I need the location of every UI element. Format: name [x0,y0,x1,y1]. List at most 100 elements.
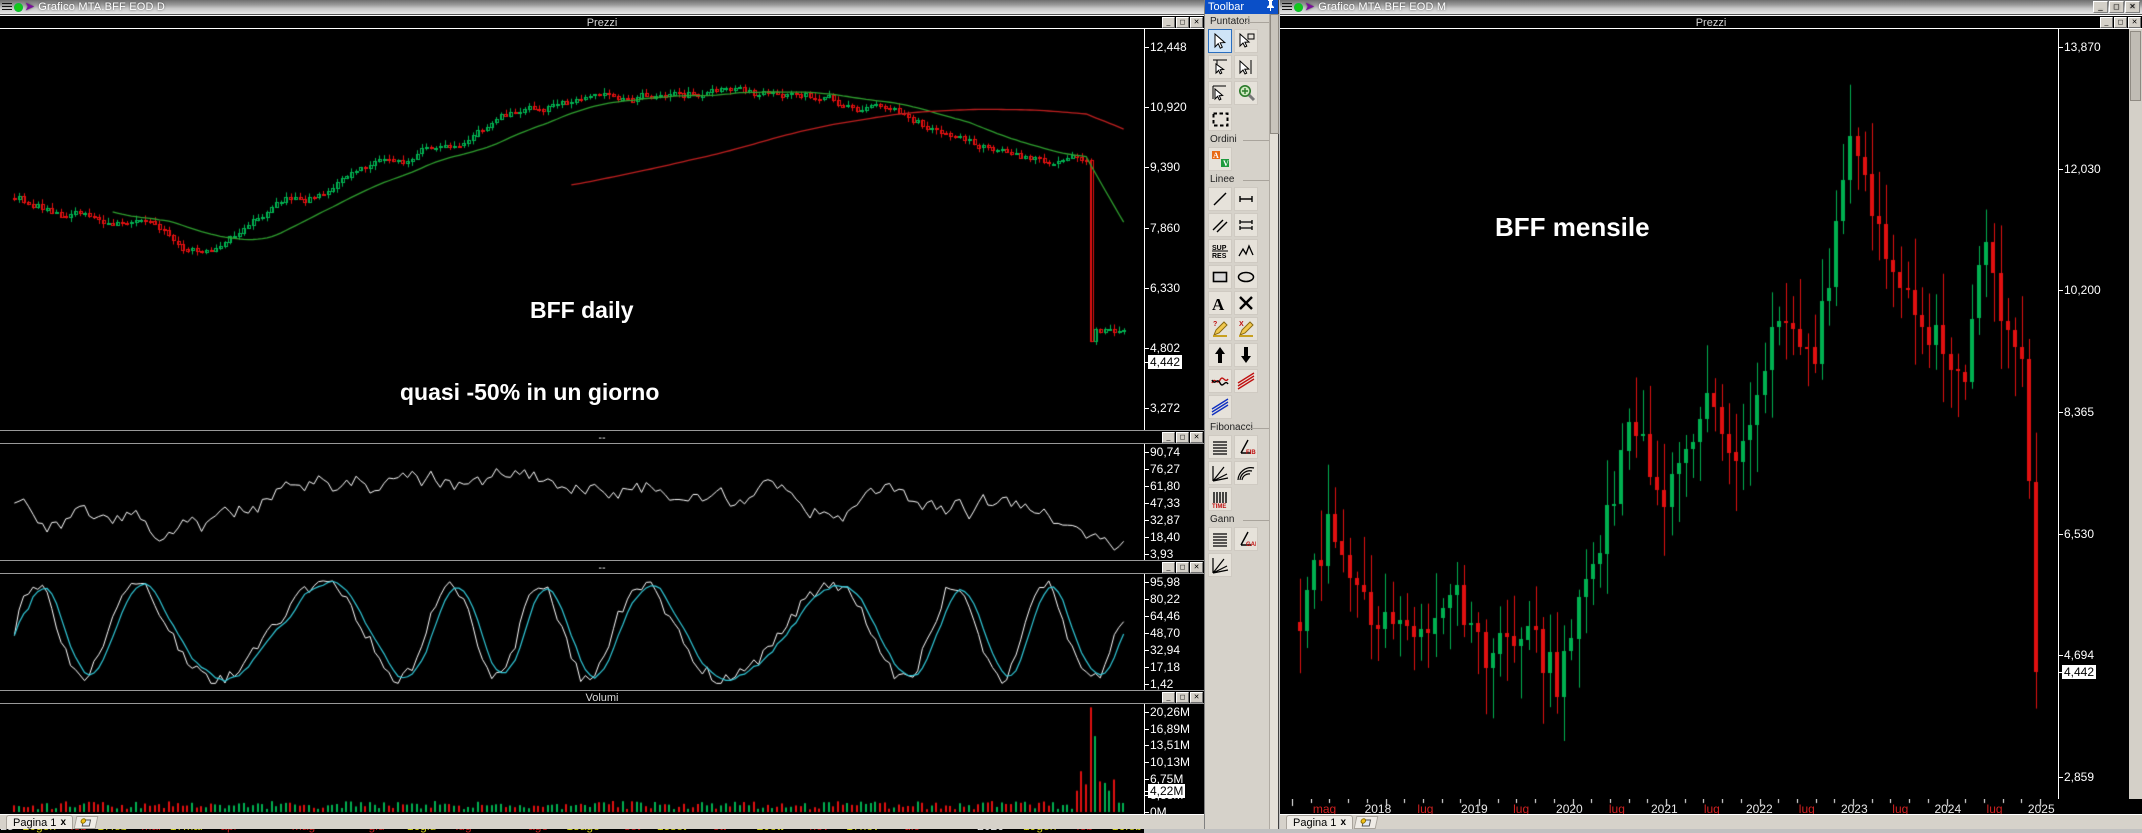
menu-icon[interactable] [1282,2,1292,12]
pin-icon[interactable] [1266,0,1275,14]
rectangle-tool[interactable] [1208,265,1232,289]
rsi-y-axis[interactable]: 90,74 76,27 61,80 47,33 32,87 18,40 3,93 [1144,444,1204,561]
left-window-title: Grafico MTA.BFF EOD D [38,1,166,13]
pencil-delete-tool[interactable]: X [1234,317,1258,341]
stochastic-close-button[interactable]: ✕ [1190,562,1203,573]
prices-close-button[interactable]: ✕ [1190,17,1203,28]
horizontal-channel-tool[interactable] [1234,213,1258,237]
fibonacci-arcs-tool[interactable] [1234,461,1258,485]
rsi-panel: 90,74 76,27 61,80 47,33 32,87 18,40 3,93 [0,444,1204,561]
trendline-tool[interactable] [1208,187,1232,211]
gann-fan-tool[interactable] [1208,553,1232,577]
prices-minimize-button[interactable]: _ [1162,17,1175,28]
arrow-down-tool[interactable] [1234,343,1258,367]
wave-line-tool[interactable] [1208,369,1232,393]
x-axis-label: 2025 [2027,802,2055,816]
pointer-hline-tool[interactable] [1234,55,1258,79]
arrow-up-tool[interactable] [1208,343,1232,367]
right-window-titlebar[interactable]: ➤ Grafico MTA.BFF EOD M _ ◻ ✕ [1280,0,2142,15]
horizontal-segment-tool[interactable] [1234,187,1258,211]
svg-text:FIBO: FIBO [1246,450,1256,456]
stochastic-plot-area[interactable] [0,574,1144,690]
y-axis-tick: 90,74 [1144,445,1181,459]
svg-text:X: X [1239,321,1244,328]
toolbar-scroll-thumb[interactable] [1270,14,1279,134]
page-tab-close-icon[interactable]: x [60,817,66,828]
monthly-scroll-thumb[interactable] [2130,31,2141,101]
pointer-crosshair-tool[interactable] [1208,81,1232,105]
toolbar-caption[interactable]: Toolbar [1205,0,1278,14]
scissors-cut-tool[interactable] [1234,291,1258,315]
fibonacci-retracement-tool[interactable] [1208,435,1232,459]
stochastic-panel-title: -- [598,562,606,574]
parallel-lines-tool[interactable] [1208,213,1232,237]
right-window-buttons[interactable]: _ ◻ ✕ [2093,1,2140,13]
monthly-plot-area[interactable]: BFF mensile [1280,29,2058,799]
right-page-bar: Pagina 1 x [1280,814,2142,829]
monthly-panel-controls[interactable]: _ ◻ ✕ [2100,17,2141,28]
monthly-y-axis[interactable]: 13,870 12,030 10,200 8,365 6,530 4,694 2,859 4,… [2057,29,2129,799]
right-minimize-button[interactable]: _ [2093,1,2108,13]
volumes-y-axis[interactable]: 20,26M16,89M13,51M10,13M6,75M3,38M0M4,22… [1143,704,1204,819]
gann-expansion-tool[interactable]: GAN [1234,527,1258,551]
monthly-page-tab-1[interactable]: Pagina 1 x [1286,815,1353,829]
stochastic-canvas [0,574,1144,690]
rsi-minimize-button[interactable]: _ [1162,432,1175,443]
volumes-maximize-button[interactable]: ◻ [1176,692,1189,703]
fibonacci-time-zones-tool[interactable]: TIME [1208,487,1232,511]
volumes-close-button[interactable]: ✕ [1190,692,1203,703]
pointer-select-tool[interactable] [1234,29,1258,53]
rsi-plot-area[interactable] [0,444,1144,560]
prices-panel-controls[interactable]: _ ◻ ✕ [1162,17,1203,28]
volumes-panel-controls[interactable]: _ ◻ ✕ [1162,692,1203,703]
marquee-select-tool[interactable] [1208,107,1232,131]
y-axis-tick: 61,80 [1144,479,1181,493]
y-axis-tick: 16,89M [1144,721,1191,736]
gann-lines-tool[interactable] [1208,527,1232,551]
rsi-maximize-button[interactable]: ◻ [1176,432,1189,443]
right-maximize-button[interactable]: ◻ [2109,1,2124,13]
prices-y-axis[interactable]: 12,448 10,920 9,390 7,860 6,330 4,802 3,272 4,4… [1143,29,1204,430]
monthly-x-axis[interactable]: mag 2018 lug 2019 lug 2020 lug 2021 lug 2022 lug 20… [1280,799,2058,816]
zigzag-polyline-tool[interactable] [1234,239,1258,263]
monthly-maximize-button[interactable]: ◻ [2114,17,2127,28]
page-tab-1[interactable]: Pagina 1 x [6,815,73,829]
stochastic-y-axis[interactable]: 95,98 80,22 64,46 48,70 32,94 17,18 1,42 [1144,574,1204,691]
x-axis-label: lug [1892,802,1909,816]
monthly-close-button[interactable]: ✕ [2128,17,2141,28]
gann-lines-icon [1213,533,1227,547]
ellipse-tool[interactable] [1234,265,1258,289]
menu-icon[interactable] [2,2,12,12]
support-resistance-tool[interactable]: SUP RES [1208,239,1232,263]
y-axis-tick: 6,530 [2058,526,2095,541]
new-page-tab-button[interactable] [73,815,99,829]
stochastic-maximize-button[interactable]: ◻ [1176,562,1189,573]
prices-maximize-button[interactable]: ◻ [1176,17,1189,28]
fibonacci-expansion-tool[interactable]: FIBO [1234,435,1258,459]
pencil-edit-tool[interactable]: ? [1208,317,1232,341]
right-close-button[interactable]: ✕ [2125,1,2140,13]
pointer-arrow-tool[interactable] [1208,29,1232,53]
fibonacci-fan-tool[interactable] [1208,461,1232,485]
volumes-plot-area[interactable] [0,704,1144,816]
monthly-page-tab-close-icon[interactable]: x [1340,817,1346,828]
monthly-new-page-tab-button[interactable] [1353,815,1379,829]
left-window-titlebar[interactable]: ➤ Grafico MTA.BFF EOD D [0,0,1204,15]
y-axis-tick: 18,40 [1144,530,1181,544]
volumes-minimize-button[interactable]: _ [1162,692,1175,703]
zoom-magnifier-tool[interactable] [1234,81,1258,105]
stochastic-minimize-button[interactable]: _ [1162,562,1175,573]
stochastic-panel-controls[interactable]: _ ◻ ✕ [1162,562,1203,573]
linear-regression-tool[interactable] [1208,395,1232,419]
pointer-vline-tool[interactable] [1208,55,1232,79]
rsi-close-button[interactable]: ✕ [1190,432,1203,443]
regression-channel-tool[interactable] [1234,369,1258,393]
monthly-minimize-button[interactable]: _ [2100,17,2113,28]
y-axis-tick: 10,13M [1144,755,1191,769]
monthly-vertical-scrollbar[interactable] [2129,29,2142,799]
toolbar-scrollbar[interactable] [1269,14,1279,829]
rsi-panel-controls[interactable]: _ ◻ ✕ [1162,432,1203,443]
text-label-tool[interactable]: A [1208,291,1232,315]
prices-plot-area[interactable]: BFF daily quasi -50% in un giorno [0,29,1144,430]
